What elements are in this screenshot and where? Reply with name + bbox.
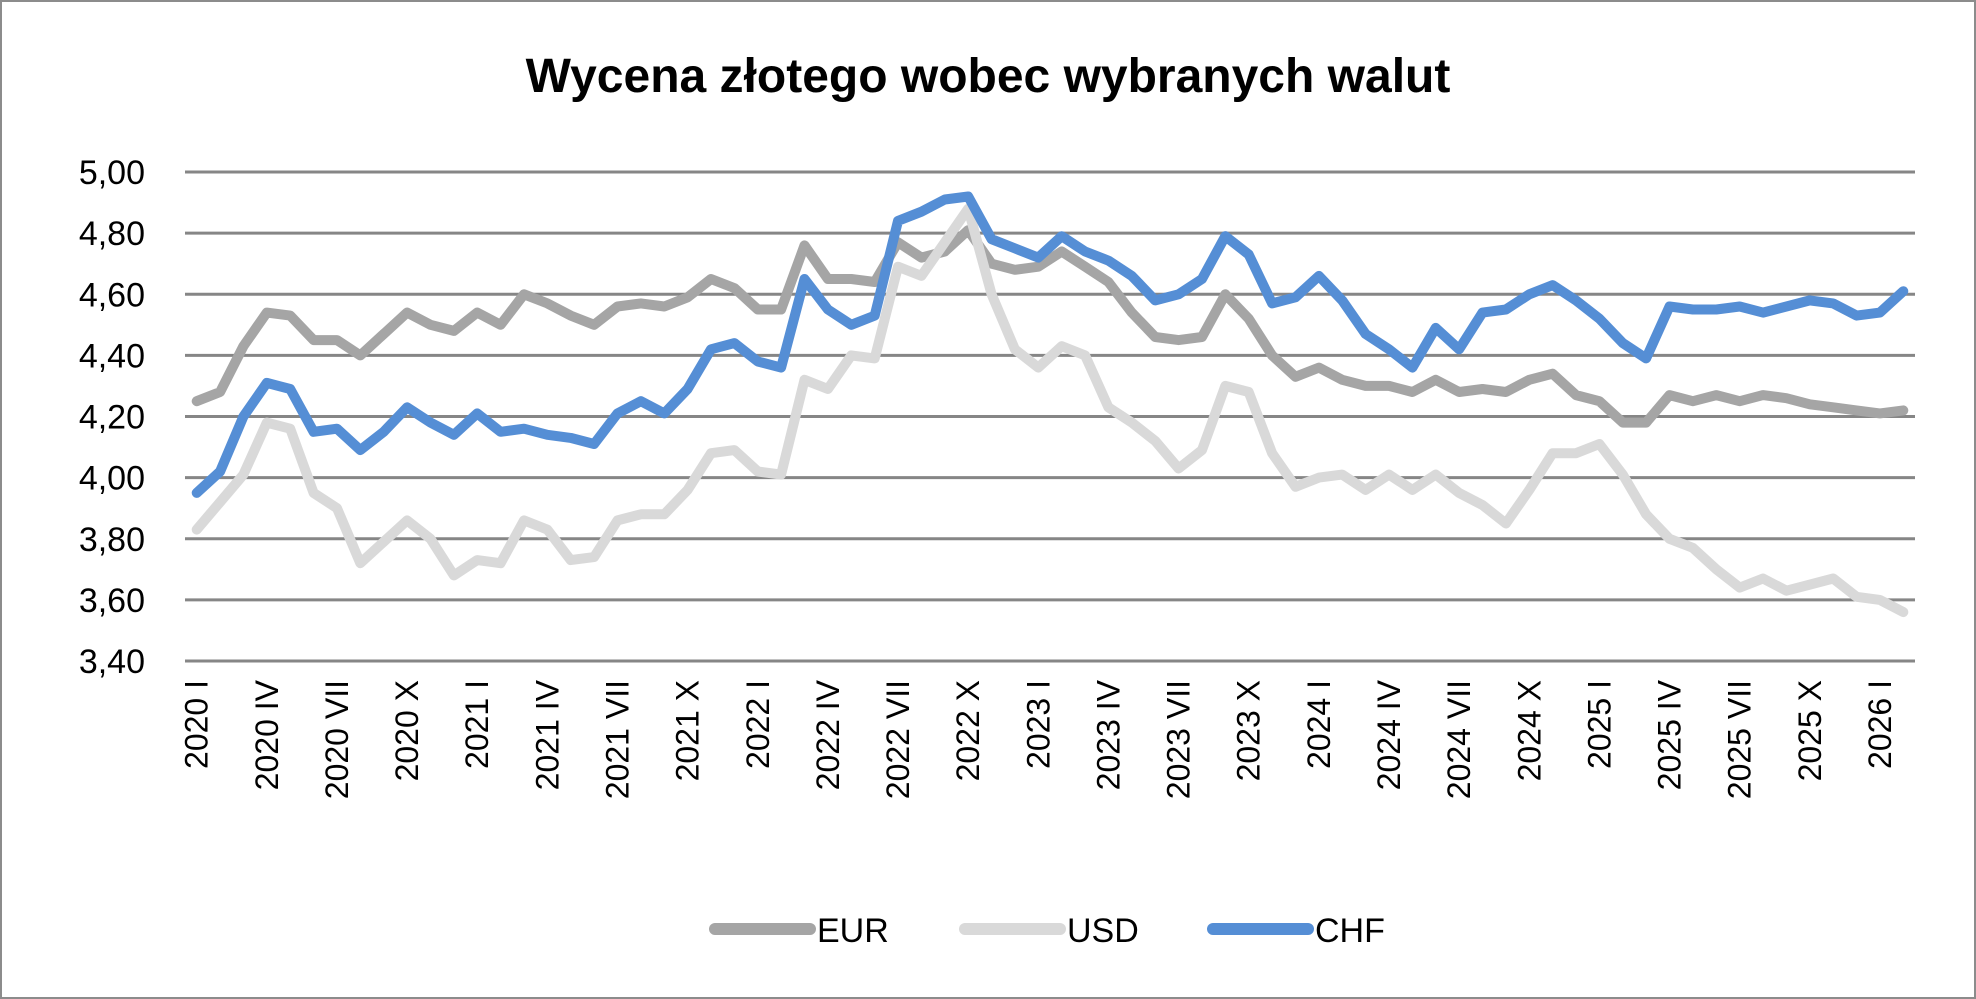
y-tick-label: 4,80: [79, 215, 145, 253]
legend-label-chf: CHF: [1315, 912, 1385, 950]
x-tick-label: 2020 X: [389, 680, 425, 781]
x-tick-label: 2023 VII: [1161, 680, 1197, 799]
x-tick-label: 2021 VII: [600, 680, 636, 799]
x-tick-label: 2024 VII: [1441, 680, 1477, 799]
x-tick-label: 2025 VII: [1722, 680, 1758, 799]
legend: EUR USD CHF: [709, 912, 1385, 950]
y-tick-label: 4,20: [79, 399, 145, 437]
series-line-usd: [191, 203, 1909, 618]
x-tick-label: 2022 X: [950, 680, 986, 781]
x-tick-label: 2024 X: [1511, 680, 1547, 781]
y-tick-label: 5,00: [79, 154, 145, 192]
x-tick-label: 2022 I: [740, 680, 776, 769]
x-tick-label: 2022 VII: [880, 680, 916, 799]
y-tick-label: 4,60: [79, 276, 145, 314]
x-tick-label: 2023 X: [1231, 680, 1267, 781]
y-tick-label: 4,40: [79, 337, 145, 375]
y-tick-label: 3,60: [79, 582, 145, 620]
x-tick-label: 2021 I: [459, 680, 495, 769]
y-tick-label: 3,80: [79, 521, 145, 559]
y-axis-ticks: 3,40 3,60 3,80 4,00 4,20 4,40 4,60 4,80 5,00: [79, 154, 145, 681]
y-tick-label: 4,00: [79, 460, 145, 498]
x-tick-label: 2020 IV: [249, 679, 285, 790]
series-lines: [191, 191, 1909, 618]
x-tick-label: 2026 I: [1862, 680, 1898, 769]
series-line-chf: [191, 191, 1909, 498]
x-tick-label: 2025 I: [1581, 680, 1617, 769]
x-tick-label: 2022 IV: [810, 679, 846, 790]
x-axis-ticks: 2020 I 2020 IV 2020 VII 2020 X 2021 I 2021 IV…: [179, 679, 1898, 799]
x-tick-label: 2025 IV: [1652, 679, 1688, 790]
chart-title: Wycena złotego wobec wybranych walut: [526, 50, 1451, 103]
x-tick-label: 2021 IV: [529, 679, 565, 790]
y-tick-label: 3,40: [79, 643, 145, 681]
x-tick-label: 2020 VII: [319, 680, 355, 799]
x-tick-label: 2020 I: [179, 680, 215, 769]
x-tick-label: 2024 IV: [1371, 679, 1407, 790]
x-tick-label: 2025 X: [1792, 680, 1828, 781]
x-tick-label: 2023 IV: [1090, 679, 1126, 790]
x-tick-label: 2021 X: [670, 680, 706, 781]
series-line-eur: [191, 225, 1909, 428]
legend-label-eur: EUR: [817, 912, 889, 950]
x-tick-label: 2023 I: [1020, 680, 1056, 769]
legend-label-usd: USD: [1067, 912, 1139, 950]
x-tick-label: 2024 I: [1301, 680, 1337, 769]
